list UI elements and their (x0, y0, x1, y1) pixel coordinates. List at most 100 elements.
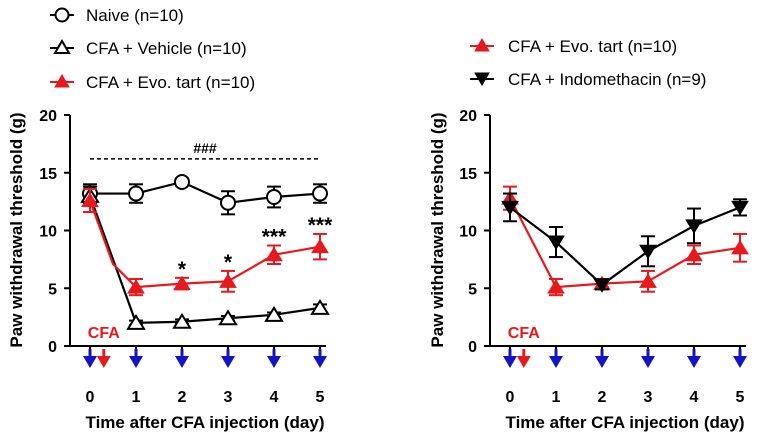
left-significance-marks: * * *** *** (178, 214, 333, 281)
left-x-axis-title: Time after CFA injection (day) (86, 413, 325, 432)
open-triangle-marker (53, 39, 71, 54)
data-point (264, 305, 284, 322)
data-point (126, 313, 146, 330)
y-tick-label: 15 (459, 166, 477, 183)
data-point (220, 194, 236, 211)
treatment-arrow-icon (129, 349, 143, 368)
data-point (547, 279, 565, 294)
data-point (639, 273, 657, 288)
legend-label-vehicle: CFA + Vehicle (n=10) (86, 39, 247, 58)
right-legend: CFA + Evo. tart (n=10) CFA + Indomethaci… (470, 37, 706, 89)
treatment-arrow-icon (687, 349, 701, 368)
right-legend-item-evo: CFA + Evo. tart (n=10) (470, 37, 677, 56)
series-cfa-evo-tart-n-10- (501, 185, 749, 297)
x-tick-label: 4 (270, 389, 279, 406)
filled-triangle-marker (474, 38, 490, 52)
treatment-arrow-icon (221, 349, 235, 368)
x-tick-label: 1 (552, 389, 561, 406)
data-point (685, 246, 703, 262)
left-axes (69, 115, 326, 347)
cfa-arrow-icon (516, 349, 531, 368)
y-tick-label: 5 (468, 281, 477, 298)
right-legend-item-indomethacin: CFA + Indomethacin (n=9) (470, 70, 706, 89)
x-tick-label: 1 (132, 389, 141, 406)
data-point (310, 298, 330, 315)
series-line (90, 180, 321, 204)
left-significance-bracket: ### (90, 140, 320, 160)
data-point (266, 189, 282, 206)
series-line (509, 197, 741, 289)
series-naive-n-10- (82, 173, 328, 216)
sig-mark-day3: * (224, 251, 233, 274)
treatment-arrow-icon (313, 349, 327, 368)
data-point (173, 275, 191, 291)
legend-label-evo: CFA + Evo. tart (n=10) (508, 37, 677, 56)
x-tick-label: 4 (690, 389, 699, 406)
treatment-arrow-icon (267, 349, 281, 368)
arrow-head (641, 356, 655, 368)
legend-label-evo: CFA + Evo. tart (n=10) (86, 73, 255, 92)
x-tick-label: 5 (736, 389, 745, 406)
filled-down-triangle-marker (474, 72, 490, 86)
y-tick-label: 10 (39, 224, 57, 241)
data-point (501, 200, 519, 216)
x-tick-label: 2 (178, 389, 187, 406)
right-cfa-label: CFA (508, 325, 540, 342)
right-x-axis-title: Time after CFA injection (day) (506, 413, 745, 432)
treatment-arrow-icon (733, 349, 747, 368)
arrow-head (595, 356, 609, 368)
bracket-label: ### (193, 140, 217, 156)
legend-label-naive: Naive (n=10) (86, 6, 184, 25)
data-point (174, 173, 190, 190)
arrow-head (516, 356, 531, 368)
x-tick-label: 3 (644, 389, 653, 406)
data-point (731, 239, 749, 255)
data-point (639, 244, 657, 260)
right-y-ticks: 0 5 10 15 20 (459, 108, 490, 356)
data-point (127, 279, 145, 294)
left-legend-item-evo: CFA + Evo. tart (n=10) (50, 73, 255, 92)
y-tick-label: 0 (468, 339, 477, 356)
data-point (265, 246, 283, 262)
sig-mark-day5: *** (308, 214, 333, 237)
right-axes (489, 115, 746, 347)
treatment-arrow-icon (175, 349, 189, 368)
left-legend: Naive (n=10) CFA + Vehicle (n=10) CFA + … (50, 6, 255, 92)
data-point (128, 185, 144, 202)
data-point (219, 273, 237, 288)
x-tick-label: 3 (224, 389, 233, 406)
open-circle-marker (54, 7, 70, 23)
cfa-arrow-icon (96, 349, 111, 368)
left-legend-item-vehicle: CFA + Vehicle (n=10) (50, 39, 247, 58)
arrow-head (175, 356, 189, 368)
arrow-head (129, 356, 143, 368)
arrow-head (313, 356, 327, 368)
data-point (547, 235, 565, 251)
left-x-ticks: 0 1 2 3 4 5 (86, 346, 325, 406)
data-point (311, 238, 329, 254)
arrow-head (549, 356, 563, 368)
treatment-arrow-icon (641, 349, 655, 368)
sig-mark-day4: *** (262, 226, 287, 249)
series-line (88, 195, 321, 325)
arrow-head (733, 356, 747, 368)
left-panel: Naive (n=10) CFA + Vehicle (n=10) CFA + … (7, 6, 333, 432)
left-series (80, 173, 330, 330)
right-y-axis-title: Paw withdrawal threshold (g) (428, 112, 447, 347)
x-tick-label: 0 (506, 389, 515, 406)
right-treatment-arrows (503, 349, 747, 368)
data-point (81, 192, 99, 207)
y-tick-label: 20 (39, 108, 57, 125)
arrow-head (267, 356, 281, 368)
data-point (218, 309, 238, 326)
data-point (685, 219, 703, 234)
y-tick-label: 10 (459, 224, 477, 241)
y-tick-label: 5 (48, 281, 57, 298)
left-y-ticks: 0 5 10 15 20 (39, 108, 70, 356)
filled-triangle-marker (54, 74, 70, 88)
treatment-arrow-icon (503, 349, 517, 368)
treatment-arrow-icon (549, 349, 563, 368)
series-cfa-indomethacin-n-9- (501, 192, 749, 293)
series-line (509, 206, 741, 287)
